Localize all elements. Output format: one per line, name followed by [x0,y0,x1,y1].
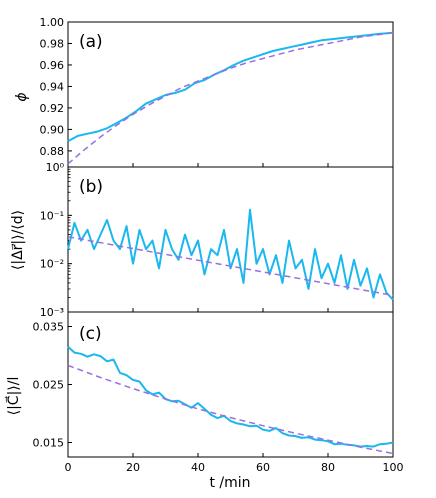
panel-b-frame [67,166,394,313]
panel-a-yticks: 0.88 0.90 0.92 0.94 0.96 0.98 1.00 [40,16,394,167]
panel-b-yticks: 10⁻³ 10⁻² 10⁻¹ 10⁰ [40,161,394,319]
x-tick-label: 40 [191,461,205,474]
panel-c-ytick-label: 0.015 [33,437,65,450]
x-tick-label: 100 [383,461,404,474]
x-tick-label: 60 [256,461,270,474]
panel-b-ytick-label: 10⁻³ [40,306,64,319]
panel-b-label: (b) [79,177,103,197]
panel-b-series [67,208,394,301]
x-tick-label: 0 [65,461,72,474]
panel-a-ytick-label: 0.88 [40,145,65,158]
panel-c-frame [67,311,394,458]
panel-c-ytick-label: 0.025 [33,379,65,392]
panel-a-fit-line [67,31,394,165]
panel-c-label: (c) [79,324,102,344]
panel-c-yticks: 0.015 0.025 0.035 [33,321,394,457]
panel-a-frame [67,21,394,168]
panel-b-ytick-label: 10⁰ [46,161,65,174]
panel-c-ylabel: ⟨|C⃗|⟩/l [4,377,22,416]
x-axis-label: t /min [209,475,250,491]
panel-c: 0.015 0.025 0.035 0 20 40 60 80 100 (c) ⟨|C⃗|⟩/… [4,311,404,491]
panel-c-data-line [67,346,394,448]
panel-a-ytick-label: 0.90 [40,123,65,136]
x-tick-label: 80 [321,461,335,474]
panel-a-ytick-label: 0.98 [40,37,65,50]
panel-b-data-line [67,208,394,301]
panel-a-ytick-label: 0.94 [40,80,65,93]
panel-a-ytick-label: 0.92 [40,102,65,115]
panel-a-series [67,31,394,165]
panel-b-ylabel: ⟨|Δr⃗|⟩/⟨d⟩ [10,210,26,270]
panel-a: 0.88 0.90 0.92 0.94 0.96 0.98 1.00 (a) ϕ [14,16,394,168]
panel-a-ylabel: ϕ [14,92,30,101]
panel-b-ytick-label: 10⁻¹ [40,209,64,222]
panel-a-data-line [67,31,394,143]
x-tick-label: 20 [126,461,140,474]
panel-c-ytick-label: 0.035 [33,321,65,334]
panel-c-fit-line [67,364,394,455]
panel-b-fit-line [67,236,394,297]
panel-c-xticks: 0 20 40 60 80 100 [65,461,404,474]
panel-b-ytick-label: 10⁻² [40,258,64,271]
panel-a-ytick-label: 0.96 [40,59,65,72]
panel-a-label: (a) [79,32,103,52]
panel-c-series [67,346,394,455]
panel-a-ytick-label: 1.00 [40,16,65,29]
panel-b: 10⁻³ 10⁻² 10⁻¹ 10⁰ (b) ⟨|Δr⃗|⟩/⟨d⟩ [10,161,394,319]
